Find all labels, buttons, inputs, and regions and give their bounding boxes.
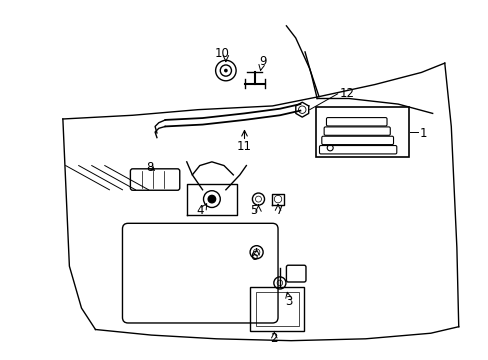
Bar [255, 292, 298, 326]
Text: 3: 3 [285, 295, 292, 308]
Text: 4: 4 [196, 204, 203, 217]
Text: 10: 10 [214, 47, 229, 60]
Text: 2: 2 [270, 332, 278, 345]
Bar [316, 107, 408, 157]
Text: 7: 7 [276, 204, 283, 217]
Text: 11: 11 [237, 140, 251, 153]
Circle shape [208, 195, 215, 203]
Bar [249, 287, 304, 331]
Text: 1: 1 [419, 127, 426, 140]
Text: 6: 6 [249, 250, 257, 264]
Circle shape [224, 69, 227, 72]
Text: 9: 9 [259, 55, 266, 68]
Text: 8: 8 [145, 161, 153, 174]
Text: 5: 5 [250, 204, 257, 217]
Text: 12: 12 [339, 87, 354, 100]
